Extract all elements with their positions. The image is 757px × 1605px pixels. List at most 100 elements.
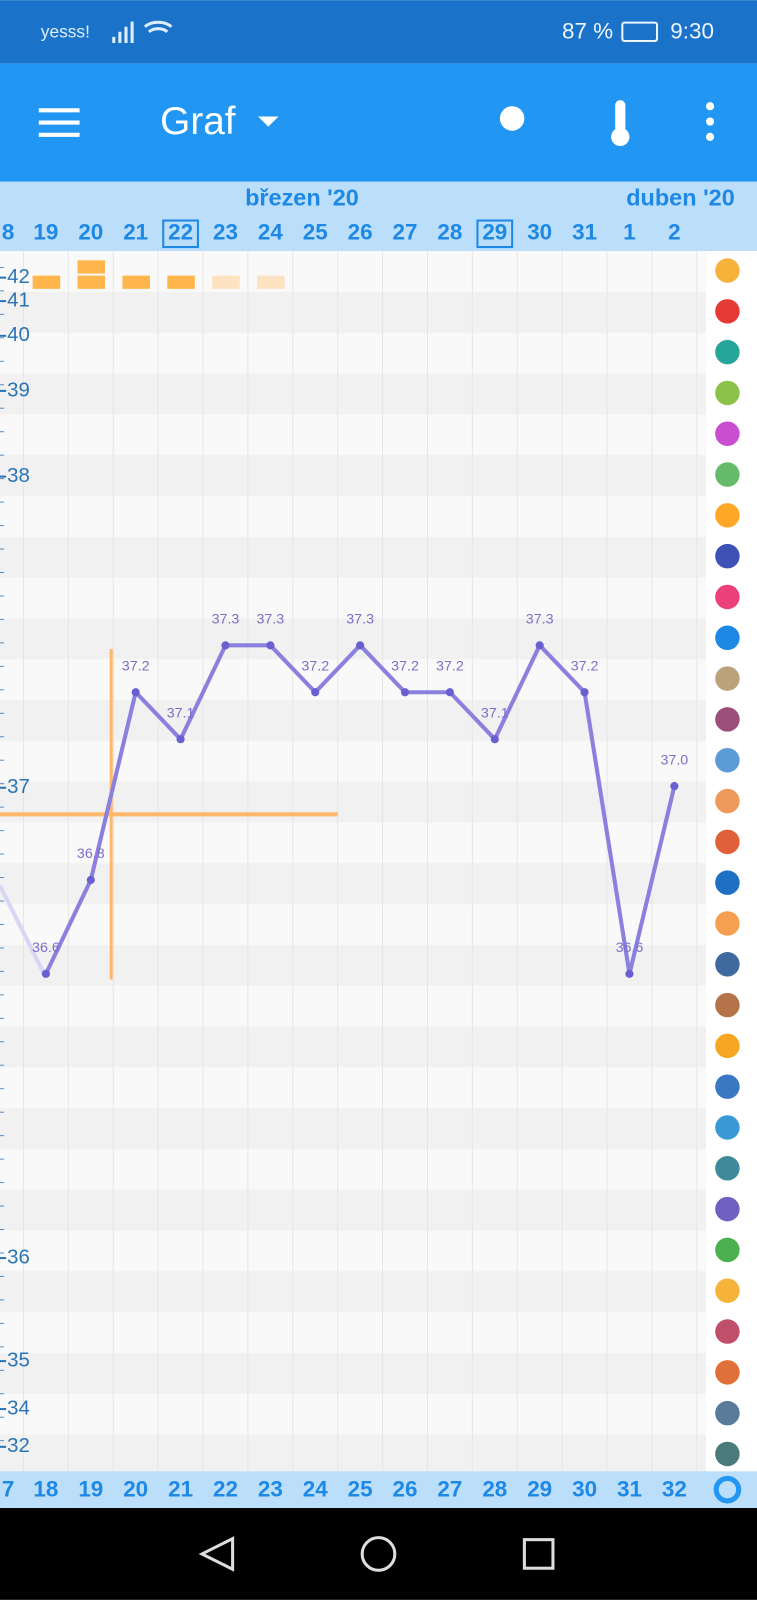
temperature-point: [490, 735, 499, 744]
thermometer-button[interactable]: [615, 100, 626, 133]
signal-icon: [112, 21, 134, 43]
plot-area: [0, 251, 757, 1472]
stripe: [0, 700, 706, 741]
value-label: 37.3: [526, 612, 554, 628]
temperature-point: [266, 641, 275, 650]
overflow-menu[interactable]: [705, 102, 715, 141]
symptom-icon: [715, 911, 740, 936]
symptom-icon: [715, 1033, 740, 1059]
value-label: 37.3: [212, 612, 240, 628]
value-label: 36.8: [77, 846, 105, 862]
stripes: [0, 251, 706, 1476]
menu-button[interactable]: [38, 108, 80, 137]
marker: [122, 275, 150, 289]
symptom-icon: [715, 462, 740, 487]
day-label: 31: [617, 1477, 642, 1502]
day-label: 29: [527, 1477, 552, 1502]
day-label: 21: [168, 1477, 193, 1502]
day-label: 25: [348, 1477, 373, 1502]
symptom-icon: [715, 1237, 740, 1263]
value-label: 37.3: [346, 612, 374, 628]
y-tick-label: 40: [7, 324, 30, 346]
symptom-icon: [715, 584, 740, 610]
y-tick-label: 34: [7, 1397, 30, 1419]
symptom-icon: [715, 421, 740, 446]
home-button[interactable]: [360, 1536, 397, 1572]
symptom-icon: [715, 788, 740, 814]
symptom-icon: [715, 339, 740, 365]
stripe: [0, 863, 706, 905]
value-label: 37.1: [167, 705, 195, 721]
day-label: 8: [2, 220, 14, 245]
dropdown-arrow[interactable]: [258, 116, 279, 127]
temperature-point: [670, 782, 679, 791]
temperature-point: [176, 735, 185, 744]
y-tick-label: 41: [7, 290, 30, 312]
stripe: [0, 1352, 706, 1394]
day-label: 24: [303, 1477, 328, 1502]
bulb-button[interactable]: [499, 106, 525, 131]
y-tick-label: 35: [7, 1350, 30, 1372]
time: 9:30: [670, 19, 714, 44]
symptom-icon: [715, 1319, 740, 1344]
cycle-icon[interactable]: [713, 1475, 742, 1504]
marker: [167, 275, 195, 289]
symptom-icon: [715, 1278, 740, 1303]
stripe: [0, 536, 706, 578]
day-label: 2: [668, 220, 680, 245]
recents-button[interactable]: [522, 1538, 555, 1570]
symptom-icon: [715, 1360, 740, 1385]
symptom-icon: [715, 829, 740, 855]
day-label: 7: [2, 1477, 14, 1502]
app-bar: [0, 63, 757, 182]
battery-icon: [621, 21, 659, 42]
symptom-icon: [715, 258, 740, 283]
day-label: 30: [572, 1477, 597, 1502]
symptom-icon: [715, 666, 740, 691]
temperature-point: [131, 688, 140, 697]
temperature-point: [535, 641, 544, 650]
y-tick-label: 32: [7, 1435, 30, 1457]
day-label: 25: [303, 220, 328, 245]
temperature-point: [86, 875, 95, 885]
day-label: 19: [33, 220, 58, 245]
temperature-point: [356, 641, 365, 650]
day-label: 26: [348, 220, 373, 245]
wifi-icon: [143, 20, 173, 34]
day-label: 26: [393, 1477, 418, 1502]
stripe: [0, 1189, 706, 1231]
day-label: 22: [168, 220, 193, 245]
symptom-icon: [715, 543, 740, 569]
marker: [212, 275, 240, 289]
value-label: 37.2: [436, 659, 464, 675]
symptom-icon: [715, 1400, 740, 1426]
y-tick-label: 42: [7, 266, 30, 288]
stripe: [0, 291, 706, 333]
day-label: 27: [437, 1477, 462, 1502]
symptom-icon: [715, 503, 740, 528]
marker: [32, 275, 61, 289]
battery-text: 87 %: [562, 19, 613, 44]
symptom-icon: [715, 1196, 740, 1222]
carrier: yesss!: [41, 21, 90, 41]
symptom-icon: [715, 1074, 740, 1099]
y-tick-label: 38: [7, 465, 30, 487]
temperature-point: [311, 688, 320, 697]
back-button[interactable]: [198, 1536, 235, 1572]
value-label: 36.6: [32, 940, 60, 956]
marker: [77, 275, 106, 289]
temperature-point: [625, 969, 634, 978]
day-label: 30: [527, 220, 552, 245]
temperature-point: [445, 688, 454, 697]
marker: [77, 260, 106, 274]
value-label: 37.2: [391, 659, 419, 675]
decorations: [0, 260, 338, 980]
day-label: 21: [123, 220, 148, 245]
stripe: [0, 455, 706, 496]
day-label: 19: [78, 1477, 103, 1502]
marker: [257, 275, 285, 289]
app-title[interactable]: Graf: [160, 100, 236, 143]
day-label: 27: [393, 220, 418, 245]
